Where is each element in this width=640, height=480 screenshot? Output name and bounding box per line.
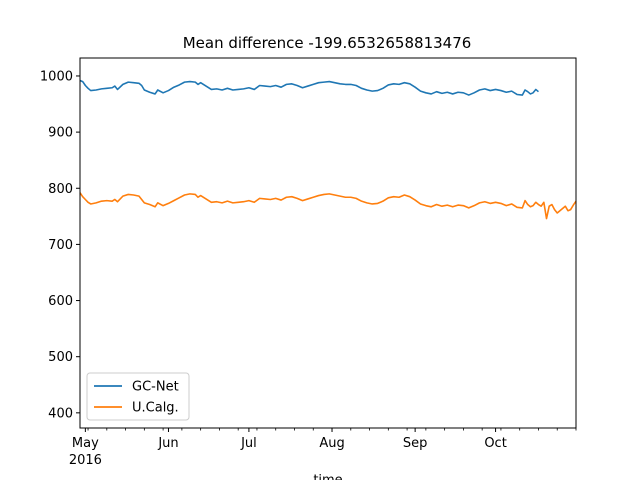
legend: GC-Net U.Calg.	[86, 372, 190, 421]
x-tick-label-0: May	[72, 436, 99, 451]
series-layer	[79, 79, 577, 220]
plot-frame	[79, 57, 577, 429]
y-tick-label-5: 900	[48, 126, 73, 141]
x-axis: May 2016 Jun Jul Aug Sep Oct	[69, 428, 577, 468]
legend-label-0: GC-Net	[132, 380, 179, 395]
y-tick-label-2: 600	[48, 294, 73, 309]
x-tick-label-4: Sep	[403, 436, 428, 451]
series-line-1	[79, 192, 577, 220]
legend-label-1: U.Calg.	[132, 401, 179, 416]
y-tick-label-6: 1000	[40, 69, 73, 84]
legend-box	[86, 372, 190, 421]
x-tick-label-1: Jun	[157, 436, 178, 451]
legend-items: GC-Net U.Calg.	[94, 380, 179, 416]
y-tick-label-1: 500	[48, 350, 73, 365]
y-tick-label-3: 700	[48, 238, 73, 253]
plot-area	[79, 57, 577, 429]
x-tick-label-2: Jul	[240, 436, 257, 451]
chart-title: Mean difference -199.6532658813476	[183, 34, 472, 52]
y-tick-label-0: 400	[48, 406, 73, 421]
y-tick-label-4: 800	[48, 182, 73, 197]
y-axis: 400 500 600 700 800 900 1000	[40, 69, 80, 421]
x-axis-label: time	[313, 473, 342, 480]
series-line-0	[79, 79, 539, 96]
x-tick-label-5: Oct	[484, 436, 506, 451]
x-tick-sublabel-0: 2016	[69, 453, 102, 468]
x-tick-label-3: Aug	[319, 436, 344, 451]
